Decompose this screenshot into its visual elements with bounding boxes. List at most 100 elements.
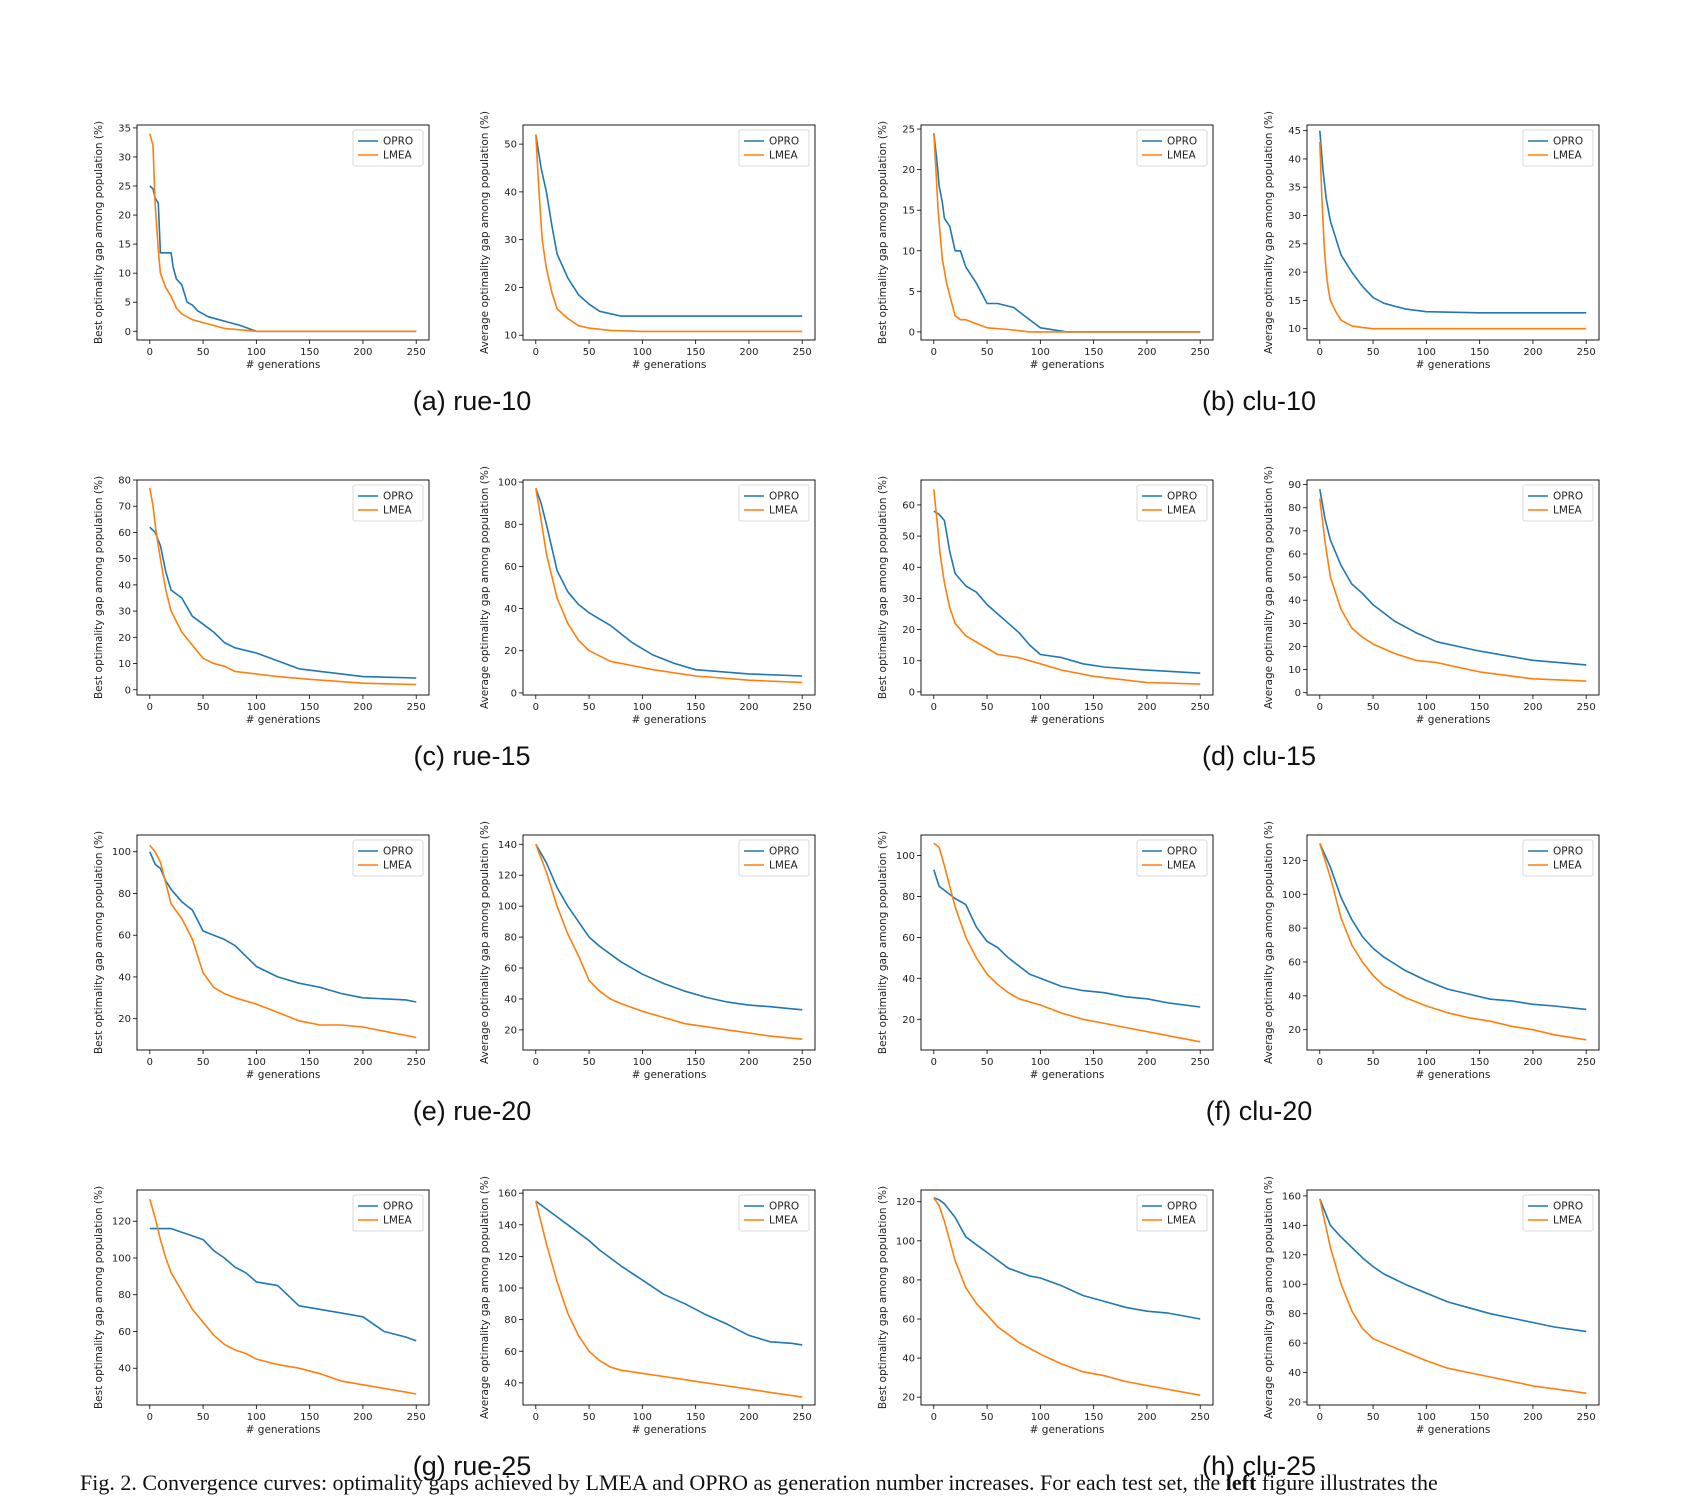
x-tick-label: 200: [353, 1057, 372, 1068]
series-line-lmea: [535, 134, 803, 333]
x-tick-label: 50: [197, 702, 210, 713]
x-tick-label: 0: [147, 1412, 153, 1423]
y-tick-label: 160: [1282, 1191, 1301, 1202]
x-tick-label: 200: [1523, 347, 1542, 358]
y-tick-label: 25: [1288, 239, 1301, 250]
y-tick-label: 100: [896, 851, 915, 862]
legend-label-opro: OPRO: [769, 1201, 799, 1213]
y-tick-label: 20: [902, 165, 915, 176]
x-tick-label: 200: [1523, 702, 1542, 713]
legend-label-opro: OPRO: [383, 136, 413, 148]
x-tick-label: 150: [686, 347, 705, 358]
x-tick-label: 0: [533, 347, 539, 358]
x-tick-label: 150: [300, 1412, 319, 1423]
y-tick-label: 10: [902, 246, 915, 257]
y-tick-label: 20: [118, 211, 131, 222]
x-tick-label: 150: [1084, 1057, 1103, 1068]
x-tick-label: 250: [407, 702, 426, 713]
legend-box: [352, 484, 424, 522]
legend-label-opro: OPRO: [383, 846, 413, 858]
x-tick-label: 100: [633, 347, 652, 358]
caption-label: Fig. 2.: [80, 1470, 137, 1495]
x-axis-label: # generations: [246, 359, 321, 371]
x-tick-label: 0: [931, 1057, 937, 1068]
y-tick-label: 20: [1288, 268, 1301, 279]
subfigure-caption: (a) rue-10: [413, 386, 532, 416]
subfigure-caption: (b) clu-10: [1202, 386, 1316, 416]
y-tick-label: 50: [902, 532, 915, 543]
plot-frame: [136, 1189, 430, 1406]
y-tick-label: 120: [498, 871, 517, 882]
x-axis-label: # generations: [632, 1069, 707, 1081]
legend-box: [1522, 1194, 1594, 1232]
series-line-opro: [1319, 843, 1587, 1011]
x-tick-label: 150: [300, 1057, 319, 1068]
x-tick-label: 250: [1191, 1412, 1210, 1423]
caption-text-1: Convergence curves: optimality gaps achi…: [142, 1470, 1221, 1495]
series-line-opro: [149, 1227, 417, 1342]
y-tick-label: 100: [112, 1253, 131, 1264]
y-tick-label: 15: [1288, 296, 1301, 307]
series-line-lmea: [1319, 843, 1587, 1041]
y-tick-label: 40: [1288, 154, 1301, 165]
y-tick-label: 100: [498, 1284, 517, 1295]
x-tick-label: 150: [1470, 1412, 1489, 1423]
y-tick-label: 40: [504, 604, 517, 615]
x-tick-label: 50: [1367, 347, 1380, 358]
y-tick-label: 40: [504, 187, 517, 198]
legend-label-opro: OPRO: [1553, 491, 1583, 503]
series-line-lmea: [149, 133, 417, 333]
legend-label-opro: OPRO: [1167, 491, 1197, 503]
x-tick-label: 250: [407, 1412, 426, 1423]
x-tick-label: 50: [583, 347, 596, 358]
series-line-opro: [1319, 1198, 1587, 1333]
legend-label-lmea: LMEA: [769, 150, 799, 162]
legend-box: [738, 129, 810, 167]
plot-frame: [136, 479, 430, 696]
y-tick-label: 80: [902, 892, 915, 903]
y-tick-label: 20: [504, 283, 517, 294]
x-tick-label: 50: [197, 1412, 210, 1423]
x-tick-label: 250: [793, 1412, 812, 1423]
series-line-lmea: [1319, 1198, 1587, 1394]
y-tick-label: 80: [118, 889, 131, 900]
y-tick-label: 40: [902, 563, 915, 574]
series-line-lmea: [535, 488, 803, 684]
x-tick-label: 200: [1137, 702, 1156, 713]
x-tick-label: 200: [739, 1057, 758, 1068]
x-tick-label: 250: [1577, 1412, 1596, 1423]
chart-panel-12: 0 50 100 150 200 250 20 40 60 80 100 120 # generatio…: [1263, 821, 1600, 1081]
y-tick-label: 40: [1288, 991, 1301, 1002]
y-tick-label: 10: [1288, 324, 1301, 335]
x-tick-label: 250: [1577, 702, 1596, 713]
y-axis-label: Average optimality gap among population …: [479, 821, 491, 1064]
legend-box: [352, 839, 424, 877]
x-tick-label: 100: [1417, 1412, 1436, 1423]
y-axis-label: Average optimality gap among population …: [479, 111, 491, 354]
x-axis-label: # generations: [632, 714, 707, 726]
x-tick-label: 150: [686, 702, 705, 713]
x-axis-label: # generations: [1416, 714, 1491, 726]
x-axis-label: # generations: [1416, 1069, 1491, 1081]
x-tick-label: 150: [300, 347, 319, 358]
x-tick-label: 50: [981, 702, 994, 713]
x-tick-label: 50: [197, 347, 210, 358]
y-tick-label: 10: [1288, 665, 1301, 676]
series-line-opro: [149, 851, 417, 1003]
legend-box: [1522, 484, 1594, 522]
x-tick-label: 100: [1031, 347, 1050, 358]
x-tick-label: 250: [1577, 1057, 1596, 1068]
x-tick-label: 250: [407, 1057, 426, 1068]
x-tick-label: 100: [247, 1412, 266, 1423]
y-tick-label: 40: [902, 974, 915, 985]
x-tick-label: 50: [1367, 1057, 1380, 1068]
y-axis-label: Best optimality gap among population (%): [877, 121, 889, 344]
x-tick-label: 250: [1191, 702, 1210, 713]
y-tick-label: 20: [118, 633, 131, 644]
y-tick-label: 30: [1288, 211, 1301, 222]
y-tick-label: 60: [1288, 549, 1301, 560]
subfigure-caption: (d) clu-15: [1202, 741, 1316, 771]
x-tick-label: 150: [1084, 1412, 1103, 1423]
x-tick-label: 250: [793, 347, 812, 358]
